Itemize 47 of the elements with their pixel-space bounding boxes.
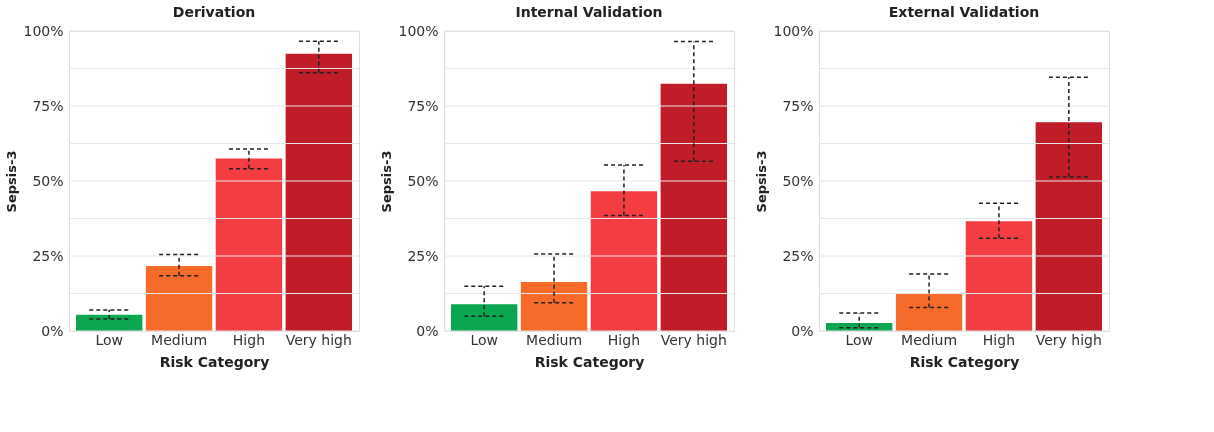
x-axis-title: Risk Category	[534, 353, 645, 370]
bar	[660, 83, 728, 331]
y-axis-title: Sepsis-3	[379, 150, 395, 213]
y-tick-label: 50%	[407, 172, 439, 189]
bar	[1035, 122, 1103, 331]
y-tick-label: 75%	[32, 97, 64, 114]
y-axis-title: Sepsis-3	[754, 150, 770, 213]
bar	[450, 304, 518, 331]
bar	[145, 265, 213, 331]
y-tick-label: 25%	[782, 247, 814, 264]
bar	[895, 293, 963, 331]
bar	[285, 53, 353, 331]
y-tick-label: 0%	[416, 322, 439, 339]
x-axis-title: Risk Category	[909, 353, 1020, 370]
x-tick-label: High	[982, 331, 1016, 348]
x-tick-label: Very high	[285, 331, 352, 348]
y-tick-label: 100%	[23, 22, 64, 39]
y-tick-label: 75%	[407, 97, 439, 114]
chart-title: External Validation	[888, 4, 1040, 20]
x-tick-label: Medium	[526, 331, 583, 348]
y-tick-label: 50%	[782, 172, 814, 189]
x-tick-label: Very high	[660, 331, 727, 348]
x-tick-label: Low	[95, 331, 123, 348]
x-tick-label: High	[232, 331, 266, 348]
bar	[75, 314, 143, 331]
bar	[215, 158, 283, 331]
x-axis-title: Risk Category	[159, 353, 270, 370]
x-tick-label: Low	[845, 331, 873, 348]
y-tick-label: 0%	[791, 322, 814, 339]
x-tick-label: Low	[470, 331, 498, 348]
bar	[965, 221, 1033, 331]
y-tick-label: 25%	[407, 247, 439, 264]
y-tick-label: 75%	[782, 97, 814, 114]
x-tick-label: High	[607, 331, 641, 348]
x-tick-label: Medium	[901, 331, 958, 348]
y-tick-label: 0%	[41, 322, 64, 339]
chart-title: Internal Validation	[515, 4, 663, 20]
y-axis-title: Sepsis-3	[4, 150, 20, 213]
y-tick-label: 100%	[398, 22, 439, 39]
x-tick-label: Medium	[151, 331, 208, 348]
chart-title: Derivation	[172, 4, 256, 20]
bar	[590, 191, 658, 331]
y-tick-label: 100%	[773, 22, 814, 39]
y-tick-label: 25%	[32, 247, 64, 264]
x-tick-label: Very high	[1035, 331, 1102, 348]
y-tick-label: 50%	[32, 172, 64, 189]
bar	[520, 282, 588, 331]
